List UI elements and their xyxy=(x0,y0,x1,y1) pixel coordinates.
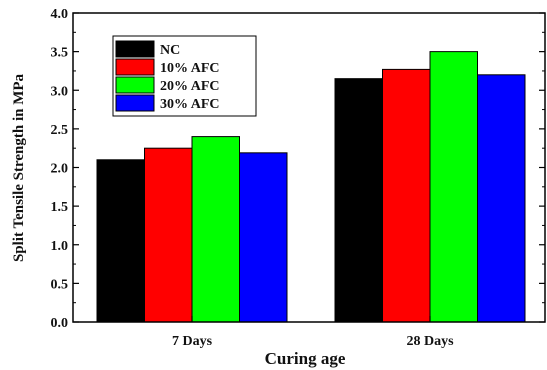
bars-group xyxy=(96,51,526,323)
x-tick-label: 7 Days xyxy=(172,334,213,349)
bar-10-afc-7-days xyxy=(144,147,193,323)
bar-20-afc-28-days xyxy=(429,51,478,323)
legend-label: 10% AFC xyxy=(160,61,220,76)
y-tick-label: 4.0 xyxy=(51,7,69,22)
bar-20-afc-7-days xyxy=(191,136,240,323)
legend-swatch xyxy=(115,94,155,112)
y-tick-label: 1.5 xyxy=(51,200,69,215)
y-tick-label: 0.5 xyxy=(51,277,69,292)
bar-nc-28-days xyxy=(334,78,383,323)
y-tick-label: 2.0 xyxy=(51,162,69,177)
bar-30-afc-7-days xyxy=(239,152,288,323)
y-tick-label: 1.0 xyxy=(51,239,69,254)
bar-nc-7-days xyxy=(96,159,145,323)
y-axis: 0.0 0.5 1.0 1.5 2.0 2.5 3.0 3.5 4.0 xyxy=(51,7,545,331)
x-tick-label: 28 Days xyxy=(406,334,454,349)
y-axis-label: Split Tensile Strength in MPa xyxy=(11,73,27,262)
y-tick-label: 2.5 xyxy=(51,123,69,138)
bar-10-afc-28-days xyxy=(382,68,431,323)
legend-label: 20% AFC xyxy=(160,79,220,94)
legend-swatch xyxy=(115,40,155,58)
legend-label: 30% AFC xyxy=(160,97,220,112)
x-axis: 7 Days 28 Days xyxy=(172,316,454,349)
legend-swatch xyxy=(115,76,155,94)
legend-swatch xyxy=(115,58,155,76)
bar-30-afc-28-days xyxy=(477,74,526,323)
legend: NC 10% AFC 20% AFC 30% AFC xyxy=(112,35,257,117)
legend-label: NC xyxy=(160,43,180,58)
y-tick-label: 0.0 xyxy=(51,316,69,331)
y-tick-label: 3.5 xyxy=(51,46,69,61)
y-tick-label: 3.0 xyxy=(51,84,69,99)
x-axis-label: Curing age xyxy=(265,349,346,368)
